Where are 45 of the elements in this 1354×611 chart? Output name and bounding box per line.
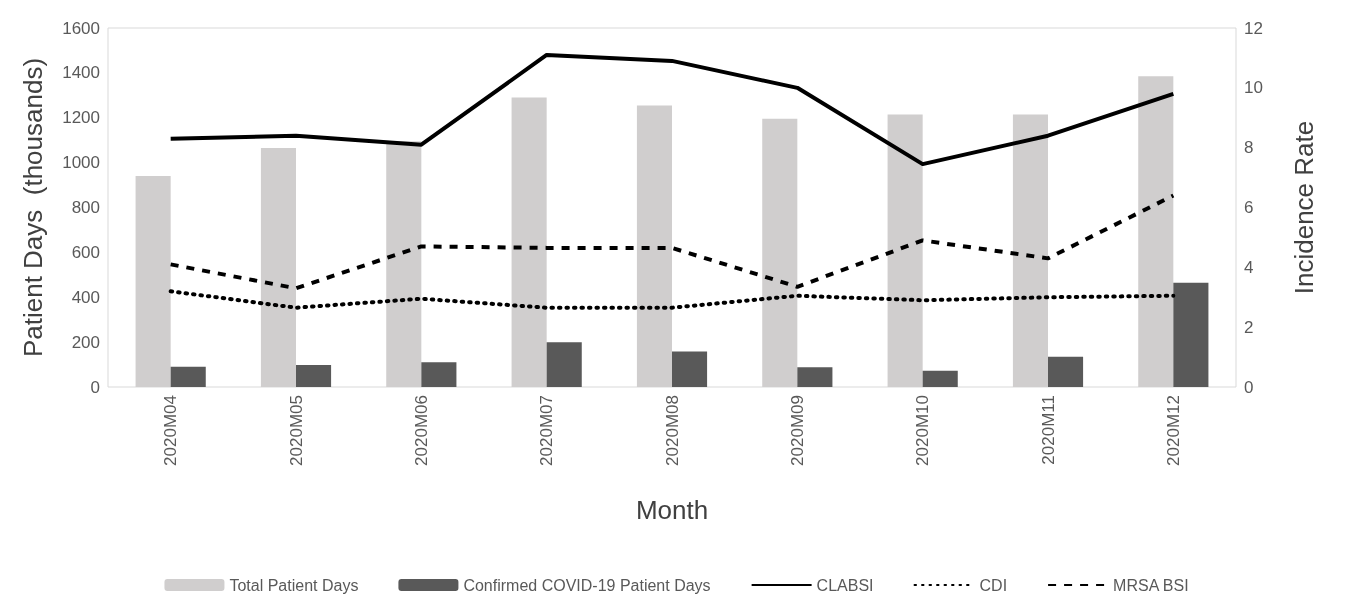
y-tick-label: 600 bbox=[71, 242, 100, 262]
x-tick-label: 2020M08 bbox=[662, 395, 682, 466]
x-tick-label: 2020M04 bbox=[161, 395, 181, 466]
legend-label: Confirmed COVID-19 Patient Days bbox=[463, 576, 711, 594]
y-tick-label: 200 bbox=[71, 332, 100, 352]
x-tick-label: 2020M09 bbox=[787, 395, 807, 466]
x-tick-label: 2020M06 bbox=[411, 395, 431, 466]
y2-tick-label: 12 bbox=[1244, 18, 1263, 38]
y-tick-label: 800 bbox=[71, 198, 100, 217]
y2-tick-label: 4 bbox=[1244, 257, 1254, 277]
line-series bbox=[168, 289, 1176, 310]
y-tick-label: 0 bbox=[90, 377, 100, 397]
y2-tick-label: 2 bbox=[1244, 317, 1254, 337]
y-tick-label: 1400 bbox=[62, 63, 100, 83]
y2-tick-label: 0 bbox=[1244, 377, 1254, 397]
y-tick-label: 400 bbox=[71, 287, 100, 307]
legend-label: CDI bbox=[979, 576, 1008, 594]
x-axis-title: Month bbox=[635, 495, 709, 525]
y-tick-label: 1000 bbox=[62, 153, 100, 173]
y-tick-label: 1200 bbox=[62, 108, 100, 128]
x-tick-label: 2020M12 bbox=[1163, 395, 1183, 466]
y2-tick-label: 10 bbox=[1244, 78, 1263, 98]
bar bbox=[296, 365, 332, 387]
y-axis-title: Patient Days (thousands) bbox=[18, 57, 48, 358]
bar bbox=[797, 367, 833, 387]
x-tick-label: 2020M10 bbox=[913, 395, 933, 466]
bar bbox=[170, 366, 206, 387]
bar bbox=[1173, 282, 1209, 387]
legend-label: CLABSI bbox=[816, 576, 874, 594]
bar bbox=[421, 362, 457, 387]
legend-label: Total Patient Days bbox=[229, 576, 359, 594]
bar bbox=[546, 342, 582, 387]
y2-tick-label: 8 bbox=[1244, 138, 1254, 158]
y-tick-label: 1600 bbox=[62, 18, 100, 38]
line-series bbox=[168, 52, 1176, 167]
y2-tick-label: 6 bbox=[1244, 198, 1254, 217]
y2-axis-title: Incidence Rate bbox=[1289, 120, 1319, 295]
bar bbox=[922, 370, 958, 387]
bar bbox=[672, 351, 708, 387]
line-series bbox=[168, 193, 1176, 291]
x-tick-label: 2020M07 bbox=[537, 395, 557, 466]
bar bbox=[1048, 356, 1084, 387]
x-tick-label: 2020M05 bbox=[286, 395, 306, 466]
legend-label: MRSA BSI bbox=[1113, 576, 1189, 594]
x-tick-label: 2020M11 bbox=[1038, 395, 1058, 465]
